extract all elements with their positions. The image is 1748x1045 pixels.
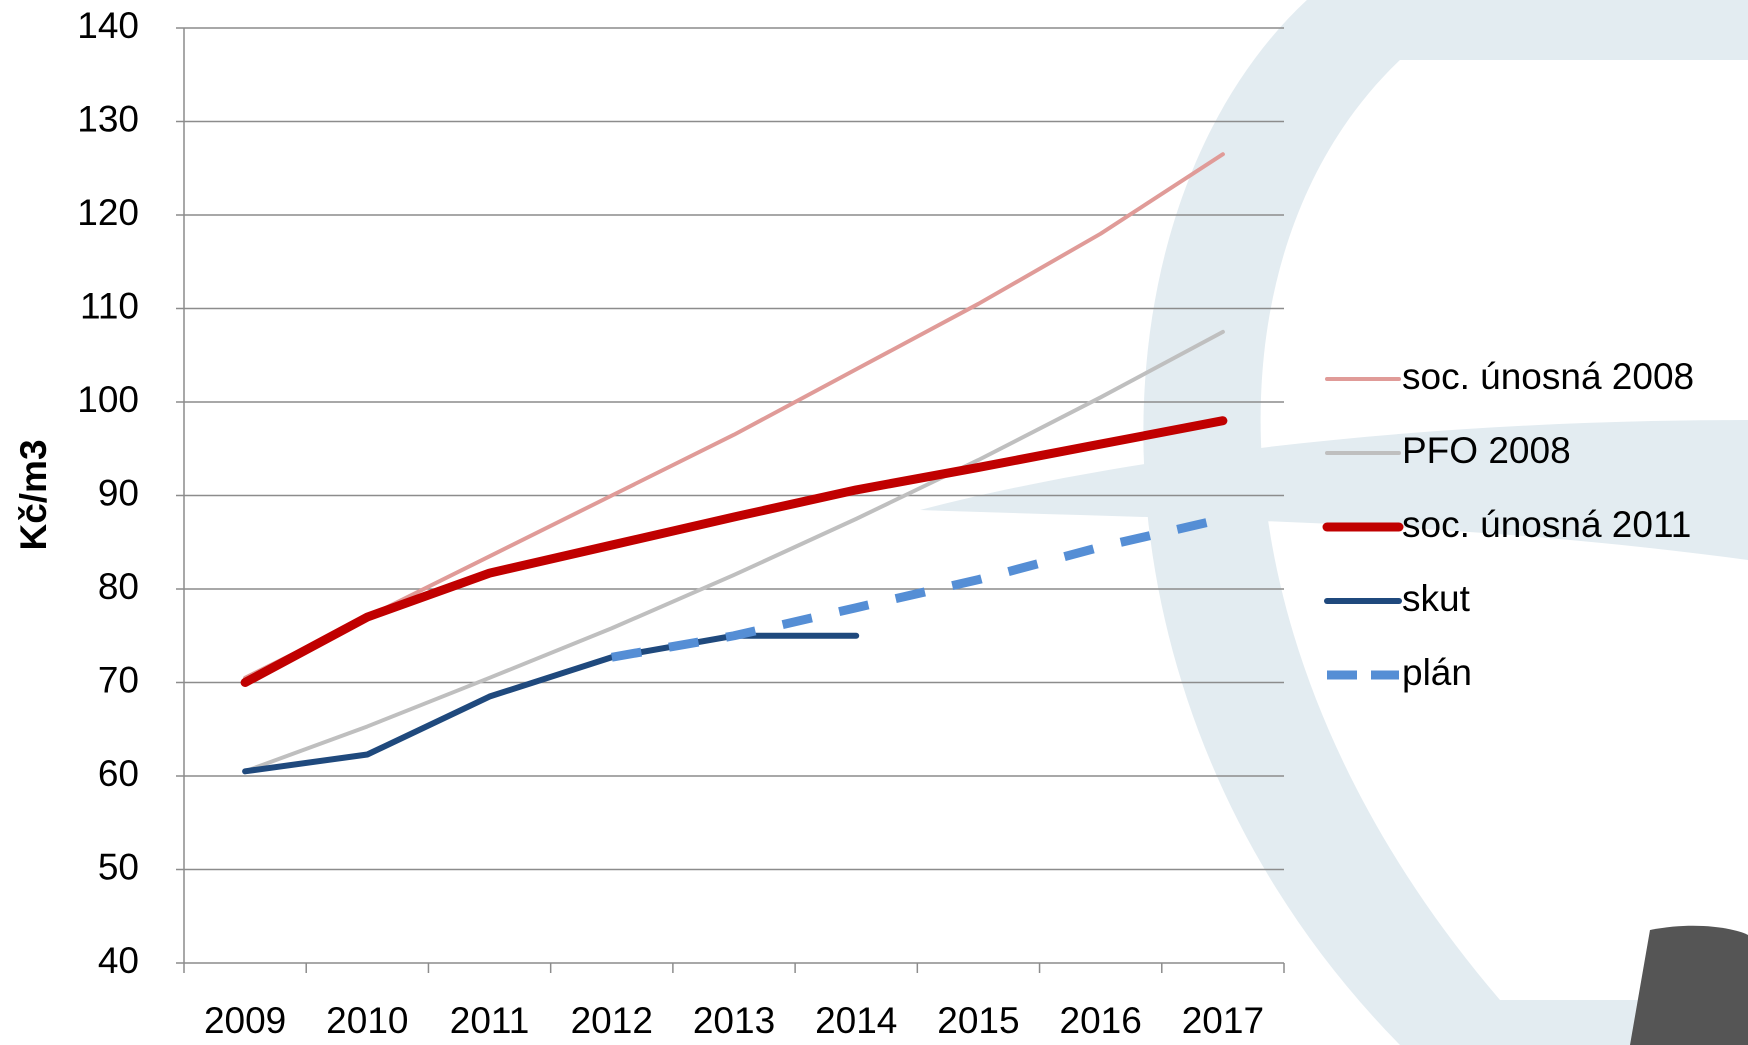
- x-tick-label: 2010: [326, 1000, 408, 1041]
- x-tick-label: 2017: [1182, 1000, 1264, 1041]
- legend-label: soc. únosná 2008: [1402, 356, 1694, 397]
- y-tick-label: 100: [77, 379, 139, 420]
- legend-label: plán: [1402, 652, 1472, 693]
- y-axis-label: Kč/m3: [13, 439, 54, 550]
- series-line: [243, 152, 1225, 680]
- y-tick-label: 60: [98, 753, 139, 794]
- series-line: [610, 514, 1224, 662]
- legend-label: soc. únosná 2011: [1402, 504, 1691, 545]
- legend-label: skut: [1402, 578, 1471, 619]
- y-tick-label: 40: [98, 940, 139, 981]
- x-tick-label: 2016: [1060, 1000, 1142, 1041]
- y-tick-label: 130: [77, 98, 139, 139]
- x-tick-label: 2009: [204, 1000, 286, 1041]
- background-swoosh: [920, 0, 1748, 1045]
- y-tick-label: 70: [98, 659, 139, 700]
- series-line: [242, 632, 860, 775]
- y-tick-label: 50: [98, 846, 139, 887]
- x-tick-label: 2014: [815, 1000, 897, 1041]
- y-tick-label: 120: [77, 192, 139, 233]
- x-tick-label: 2013: [693, 1000, 775, 1041]
- series-line: [240, 416, 1228, 687]
- y-tick-label: 110: [80, 285, 139, 326]
- legend-label: PFO 2008: [1402, 430, 1571, 471]
- x-tick-label: 2015: [937, 1000, 1019, 1041]
- x-tick-label: 2011: [450, 1000, 530, 1041]
- y-tick-label: 80: [98, 566, 139, 607]
- y-tick-label: 90: [98, 472, 139, 513]
- x-tick-label: 2012: [571, 1000, 653, 1041]
- y-tick-label: 140: [77, 5, 139, 46]
- series-line: [243, 329, 1225, 774]
